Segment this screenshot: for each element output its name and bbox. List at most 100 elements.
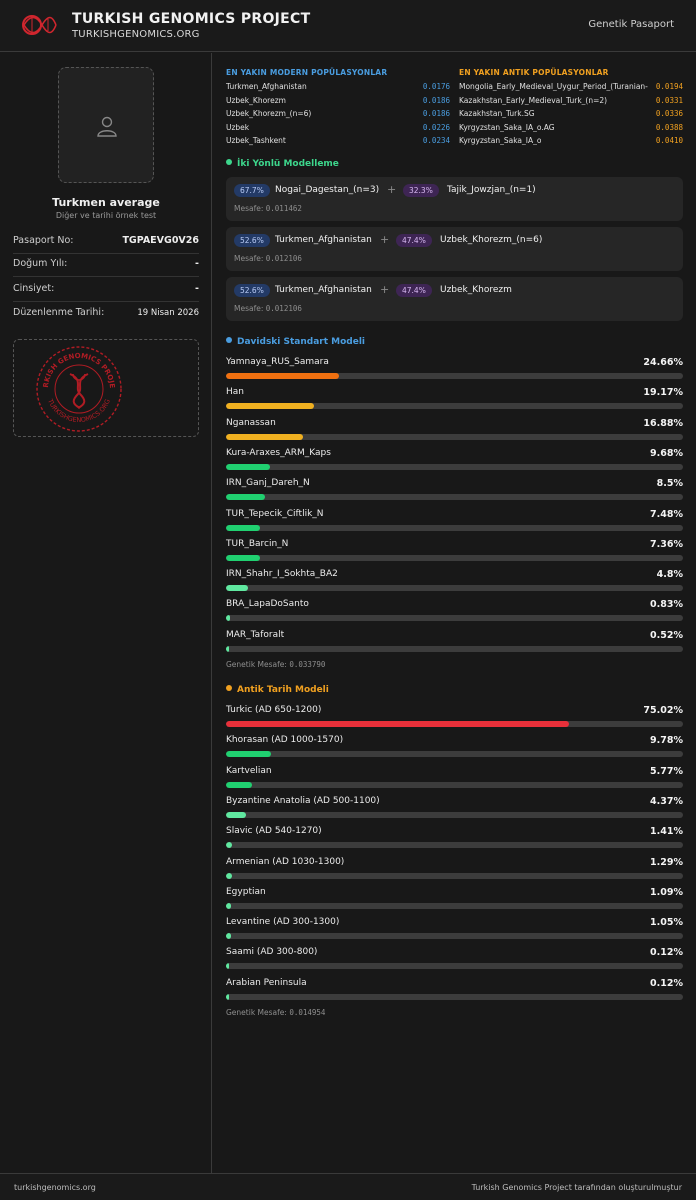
component-bar-row: TUR_Barcin_N 7.36% xyxy=(226,539,683,569)
bar-track xyxy=(226,872,683,879)
two-way-model-card[interactable]: 67.7% Nogai_Dagestan_(n=3) +32.3% Tajik_Jow… xyxy=(226,177,683,221)
component-name: BRA_LapaDoSanto xyxy=(226,599,309,610)
population-distance: 0.0186 xyxy=(422,109,450,118)
bar-fill xyxy=(226,933,231,940)
model-distance: Mesafe: 0.012106 xyxy=(234,254,302,263)
population-distance: 0.0410 xyxy=(655,136,683,145)
bar-fill xyxy=(226,751,271,758)
bar-fill xyxy=(226,811,246,818)
component-b-name: Uzbek_Khorezm xyxy=(440,285,512,295)
component-bar-row: Kartvelian 5.77% xyxy=(226,766,683,796)
bar-track xyxy=(226,963,683,970)
ancient-populations-title: EN YAKIN ANTIK POPÜLASYONLAR xyxy=(459,68,609,77)
footer-site-link[interactable]: turkishgenomics.org xyxy=(14,1183,96,1192)
bar-fill xyxy=(226,373,339,379)
bar-track xyxy=(226,433,683,440)
component-bar-row: Kura-Araxes_ARM_Kaps 9.68% xyxy=(226,448,683,478)
footer: turkishgenomics.org Turkish Genomics Pro… xyxy=(0,1173,696,1200)
two-way-title: İki Yönlü Modelleme xyxy=(226,159,339,169)
component-percent: 9.78% xyxy=(650,735,683,747)
two-way-model-card[interactable]: 52.6% Turkmen_Afghanistan +47.4% Uzbek_Khor… xyxy=(226,277,683,321)
bar-fill xyxy=(226,585,248,592)
bar-fill xyxy=(226,902,231,909)
component-name: Yamnaya_RUS_Samara xyxy=(226,357,329,367)
bar-fill xyxy=(226,872,232,879)
distance-label: Mesafe: xyxy=(234,304,266,313)
profile-photo-placeholder xyxy=(58,67,154,183)
davidski-title-text: Davidski Standart Modeli xyxy=(237,337,366,347)
population-distance: 0.0331 xyxy=(655,95,683,105)
davidski-distance: Genetik Mesafe: 0.033790 xyxy=(226,660,325,669)
component-a-percent: 52.6% xyxy=(234,234,270,247)
component-bar-row: Saami (AD 300-800) 0.12% xyxy=(226,947,683,977)
component-name: IRN_Ganj_Dareh_N xyxy=(226,478,310,489)
population-name: Kyrgyzstan_Saka_IA_o.AG xyxy=(459,122,555,132)
distance-label: Genetik Mesafe: xyxy=(226,1008,287,1017)
field-value: - xyxy=(195,283,199,294)
bar-track xyxy=(226,721,683,727)
bar-track xyxy=(226,585,683,592)
field-label: Düzenlenme Tarihi: xyxy=(13,307,105,318)
nav-genetik-pasaport[interactable]: Genetik Pasaport xyxy=(588,19,674,30)
component-name: Byzantine Anatolia (AD 500-1100) xyxy=(226,795,380,806)
field-value: 19 Nisan 2026 xyxy=(137,308,199,318)
bar-track xyxy=(226,615,683,622)
davidski-title: Davidski Standart Modeli xyxy=(226,337,365,347)
svg-text:TURKISHGENOMICS.ORG: TURKISHGENOMICS.ORG xyxy=(46,397,112,424)
plus-icon: + xyxy=(380,283,390,296)
component-a-name: Turkmen_Afghanistan xyxy=(275,285,372,295)
component-name: TUR_Barcin_N xyxy=(226,538,289,549)
component-name: IRN_Shahr_I_Sokhta_BA2 xyxy=(226,569,338,580)
header: TURKISH GENOMICS PROJECT TURKISHGENOMICS… xyxy=(0,0,696,52)
component-b-percent: 47.4% xyxy=(396,234,432,247)
field-duzenlenme-tarihi: Düzenlenme Tarihi: 19 Nisan 2026 xyxy=(13,301,199,326)
component-bar-row: IRN_Ganj_Dareh_N 8.5% xyxy=(226,478,683,508)
population-name: Kazakhstan_Turk.SG xyxy=(459,109,535,118)
population-name: Uzbek_Tashkent xyxy=(226,136,286,145)
bar-fill xyxy=(226,554,260,561)
component-bar-row: Egyptian 1.09% xyxy=(226,887,683,917)
component-percent: 4.8% xyxy=(656,569,683,581)
component-b-name: Tajik_Jowzjan_(n=1) xyxy=(447,185,536,195)
bar-fill xyxy=(226,842,233,849)
component-percent: 0.12% xyxy=(650,947,683,959)
component-b-percent: 47.4% xyxy=(396,284,432,297)
distance-value: 0.012106 xyxy=(265,254,302,263)
two-way-model-card[interactable]: 52.6% Turkmen_Afghanistan +47.4% Uzbek_Khor… xyxy=(226,227,683,271)
bar-fill xyxy=(226,993,229,1000)
population-distance: 0.0388 xyxy=(655,122,683,132)
official-seal-icon: TURKISH GENOMICS PROJECT TURKISHGENOMICS… xyxy=(34,344,122,432)
bar-fill xyxy=(226,615,230,622)
bar-track xyxy=(226,842,683,849)
field-pasaport-no: Pasaport No: TGPAEVG0V26 xyxy=(13,229,199,254)
brand-url[interactable]: TURKISHGENOMICS.ORG xyxy=(72,29,200,40)
population-name: Uzbek xyxy=(226,122,250,132)
component-percent: 16.88% xyxy=(643,417,683,429)
bar-track xyxy=(226,463,683,470)
component-bar-row: Arabian Peninsula 0.12% xyxy=(226,978,683,1008)
distance-value: 0.012106 xyxy=(265,304,302,313)
model-distance: Mesafe: 0.011462 xyxy=(234,204,302,213)
dna-logo-icon xyxy=(22,15,57,35)
population-name: Uzbek_Khorezm_(n=6) xyxy=(226,109,312,118)
component-bar-row: Levantine (AD 300-1300) 1.05% xyxy=(226,917,683,947)
field-value: TGPAEVG0V26 xyxy=(122,235,199,246)
ancient-population-row: Kazakhstan_Turk.SG 0.0336 xyxy=(459,109,683,122)
component-bar-row: Turkic (AD 650-1200) 75.02% xyxy=(226,705,683,735)
field-label: Pasaport No: xyxy=(13,235,74,246)
plus-icon: + xyxy=(380,233,390,246)
bar-track xyxy=(226,645,683,652)
distance-label: Mesafe: xyxy=(234,254,266,263)
bar-fill xyxy=(226,721,569,727)
bar-fill xyxy=(226,524,261,531)
component-a-percent: 67.7% xyxy=(234,184,270,197)
component-bar-row: Han 19.17% xyxy=(226,387,683,417)
bar-track xyxy=(226,751,683,758)
footer-credit: Turkish Genomics Project tarafından oluş… xyxy=(471,1183,682,1192)
bar-track xyxy=(226,554,683,561)
component-name: Levantine (AD 300-1300) xyxy=(226,917,340,928)
component-name: Egyptian xyxy=(226,886,266,897)
two-way-dot-icon xyxy=(226,159,232,165)
component-name: Kartvelian xyxy=(226,765,272,776)
component-name: Nganassan xyxy=(226,417,276,428)
